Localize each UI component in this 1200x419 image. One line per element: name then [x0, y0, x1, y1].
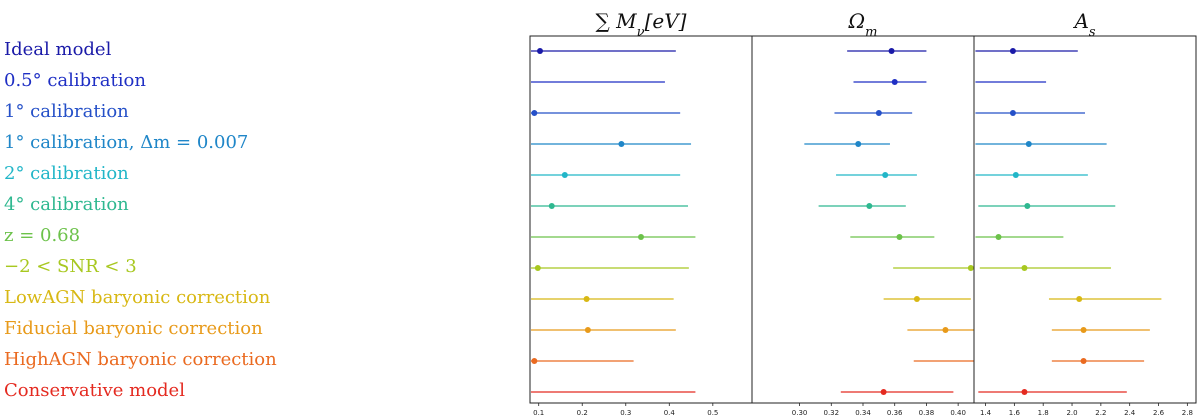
best-fit-point — [1080, 358, 1087, 364]
x-tick-label: 0.3 — [620, 409, 631, 417]
best-fit-point — [537, 48, 544, 54]
best-fit-point — [561, 172, 568, 178]
x-tick-label: 2.0 — [1066, 409, 1077, 417]
best-fit-point — [882, 172, 889, 178]
model-label: Conservative model — [4, 380, 185, 401]
best-fit-point — [913, 296, 920, 302]
panel-frame — [529, 35, 753, 404]
best-fit-point — [548, 203, 555, 209]
model-label: Fiducial baryonic correction — [4, 318, 263, 339]
model-label: HighAGN baryonic correction — [4, 349, 277, 370]
x-tick-label: 0.5 — [707, 409, 718, 417]
model-label: −2 < SNR < 3 — [4, 256, 137, 277]
best-fit-point — [1009, 110, 1016, 116]
x-tick-label: 1.6 — [1009, 409, 1021, 417]
best-fit-point — [1080, 327, 1087, 333]
best-fit-point — [866, 203, 873, 209]
best-fit-point — [995, 234, 1002, 240]
x-tick-label: 1.8 — [1038, 409, 1049, 417]
x-tick-label: 2.6 — [1153, 409, 1165, 417]
best-fit-point — [880, 389, 887, 395]
model-labels: Ideal model 0.5° calibration 1° calibratio… — [0, 0, 520, 419]
best-fit-point — [888, 48, 895, 54]
best-fit-point — [967, 265, 974, 271]
best-fit-point — [1021, 265, 1028, 271]
best-fit-point — [855, 141, 862, 147]
x-tick-label: 2.2 — [1095, 409, 1106, 417]
x-tick-label: 0.36 — [887, 409, 903, 417]
best-fit-point — [583, 296, 590, 302]
x-tick-label: 0.34 — [855, 409, 871, 417]
panel-title: Ωm — [848, 9, 878, 40]
best-fit-point — [584, 327, 591, 333]
panel-frame — [973, 35, 1197, 404]
panel-frame — [751, 35, 975, 404]
best-fit-point — [896, 234, 903, 240]
x-tick-label: 0.30 — [792, 409, 808, 417]
best-fit-point — [891, 79, 898, 85]
model-label: 4° calibration — [4, 194, 129, 215]
best-fit-point — [875, 110, 882, 116]
model-label: 2° calibration — [4, 163, 129, 184]
best-fit-point — [1021, 389, 1028, 395]
x-tick-label: 2.8 — [1182, 409, 1193, 417]
best-fit-point — [1009, 48, 1016, 54]
model-label: 0.5° calibration — [4, 70, 146, 91]
x-tick-label: 2.4 — [1124, 409, 1136, 417]
best-fit-point — [531, 358, 538, 364]
model-label: 1° calibration — [4, 101, 129, 122]
model-label: LowAGN baryonic correction — [4, 287, 271, 308]
x-tick-label: 0.2 — [577, 409, 588, 417]
best-fit-point — [534, 265, 541, 271]
panel-title: ∑ Mν[eV] — [596, 9, 687, 40]
x-tick-label: 0.40 — [950, 409, 966, 417]
x-tick-label: 0.38 — [919, 409, 935, 417]
best-fit-point — [618, 141, 625, 147]
x-tick-label: 0.4 — [664, 409, 676, 417]
x-tick-label: 0.32 — [823, 409, 839, 417]
best-fit-point — [531, 110, 538, 116]
best-fit-point — [1024, 203, 1031, 209]
best-fit-point — [1025, 141, 1032, 147]
model-label: z = 0.68 — [4, 225, 81, 246]
panel-title: As — [1072, 9, 1095, 40]
model-label: 1° calibration, Δm = 0.007 — [4, 132, 249, 153]
best-fit-point — [942, 327, 949, 333]
best-fit-point — [1012, 172, 1019, 178]
best-fit-point — [1076, 296, 1083, 302]
x-tick-label: 0.1 — [533, 409, 544, 417]
x-tick-label: 1.4 — [980, 409, 992, 417]
model-label: Ideal model — [4, 39, 112, 60]
best-fit-point — [638, 234, 644, 240]
